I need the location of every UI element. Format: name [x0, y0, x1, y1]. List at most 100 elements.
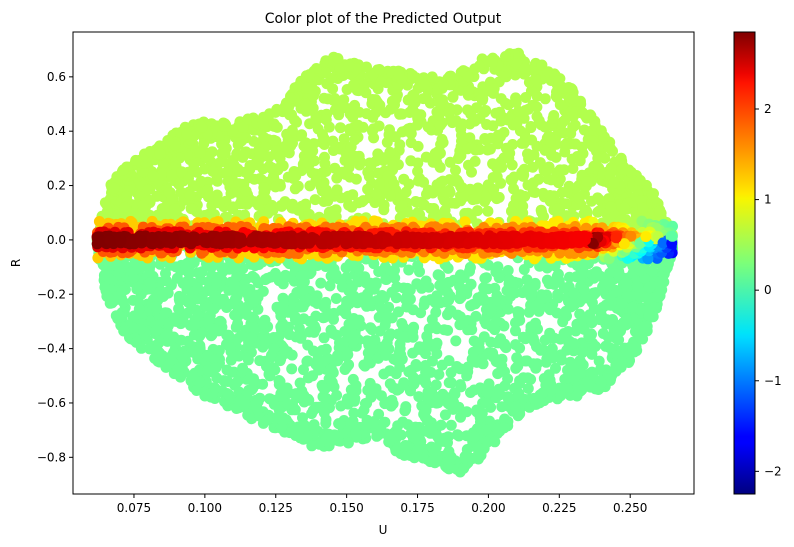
scatter-point	[361, 61, 372, 73]
scatter-point	[99, 281, 111, 293]
scatter-point	[217, 117, 229, 129]
scatter-point	[304, 69, 315, 81]
scatter-point	[529, 73, 541, 85]
scatter-point	[150, 301, 162, 313]
scatter-point	[350, 173, 362, 185]
scatter-point	[420, 404, 432, 416]
scatter-point	[375, 302, 387, 314]
scatter-point	[603, 299, 615, 311]
scatter-point	[196, 121, 208, 133]
scatter-point	[507, 278, 519, 289]
scatter-point	[375, 390, 387, 402]
scatter-point	[117, 164, 129, 176]
scatter-point	[301, 356, 313, 367]
scatter-point	[282, 398, 294, 410]
scatter-point	[433, 97, 445, 108]
scatter-point	[137, 200, 149, 211]
scatter-point	[191, 385, 203, 396]
scatter-point	[294, 432, 306, 444]
scatter-point	[553, 75, 565, 86]
scatter-point	[119, 201, 131, 213]
scatter-point	[162, 135, 174, 146]
scatter-point	[620, 313, 632, 325]
scatter-point	[347, 111, 359, 123]
scatter-point	[519, 105, 531, 116]
scatter-point	[181, 307, 193, 319]
scatter-point	[359, 271, 371, 283]
scatter-point	[445, 419, 457, 431]
scatter-point	[464, 118, 476, 130]
scatter-point	[192, 309, 204, 321]
scatter-point	[435, 419, 447, 431]
scatter-point	[425, 186, 436, 198]
scatter-point	[500, 51, 511, 62]
scatter-point	[317, 356, 328, 368]
scatter-point	[281, 102, 293, 114]
scatter-point	[178, 316, 189, 328]
scatter-point	[335, 400, 347, 412]
scatter-point	[410, 72, 422, 84]
scatter-point	[485, 303, 497, 315]
scatter-point	[517, 170, 529, 182]
scatter-point	[391, 281, 403, 293]
scatter-point	[403, 366, 415, 378]
scatter-point	[466, 166, 477, 178]
scatter-point	[248, 173, 260, 185]
scatter-point	[486, 57, 498, 69]
scatter-point	[380, 349, 392, 361]
scatter-point	[476, 93, 488, 105]
scatter-point	[500, 97, 511, 109]
scatter-point	[336, 281, 348, 293]
scatter-point	[171, 272, 183, 284]
scatter-point	[395, 429, 407, 441]
scatter-point	[412, 140, 424, 152]
scatter-point	[511, 352, 523, 364]
scatter-point	[383, 129, 395, 141]
scatter-point	[295, 332, 307, 344]
scatter-point	[582, 258, 594, 270]
scatter-point	[541, 262, 553, 274]
scatter-point	[372, 148, 384, 160]
scatter-point	[378, 368, 390, 380]
scatter-point	[195, 175, 207, 187]
scatter-point	[289, 311, 301, 323]
scatter-point	[293, 322, 305, 334]
scatter-point	[533, 305, 545, 317]
scatter-point	[555, 390, 567, 402]
scatter-point	[157, 350, 169, 362]
scatter-point	[183, 268, 195, 280]
scatter-point	[512, 360, 524, 372]
scatter-point	[434, 119, 446, 131]
scatter-point	[449, 387, 460, 399]
scatter-point	[413, 391, 425, 403]
scatter-point	[307, 405, 319, 416]
scatter-point	[587, 141, 599, 153]
scatter-point	[552, 268, 564, 280]
scatter-point	[585, 110, 597, 122]
scatter-point	[369, 197, 381, 209]
scatter-point	[394, 139, 406, 151]
scatter-point	[237, 362, 249, 374]
scatter-point	[571, 390, 583, 402]
scatter-point	[338, 94, 350, 106]
scatter-point	[229, 309, 241, 321]
scatter-point	[304, 147, 316, 159]
scatter-point	[133, 303, 145, 315]
scatter-point	[471, 102, 483, 114]
scatter-point	[474, 60, 485, 72]
scatter-point	[150, 324, 162, 336]
scatter-point	[514, 314, 526, 326]
scatter-point	[420, 275, 432, 287]
scatter-point	[112, 311, 124, 323]
scatter-point	[316, 345, 328, 356]
scatter-point	[536, 292, 548, 304]
scatter-point	[437, 78, 449, 90]
scatter-point	[349, 393, 361, 404]
scatter-point	[561, 344, 573, 356]
scatter-point	[265, 162, 277, 174]
scatter-point	[196, 266, 208, 278]
scatter-point	[625, 166, 637, 178]
scatter-point	[637, 202, 649, 214]
scatter-point	[209, 354, 221, 366]
scatter-point	[505, 174, 517, 186]
